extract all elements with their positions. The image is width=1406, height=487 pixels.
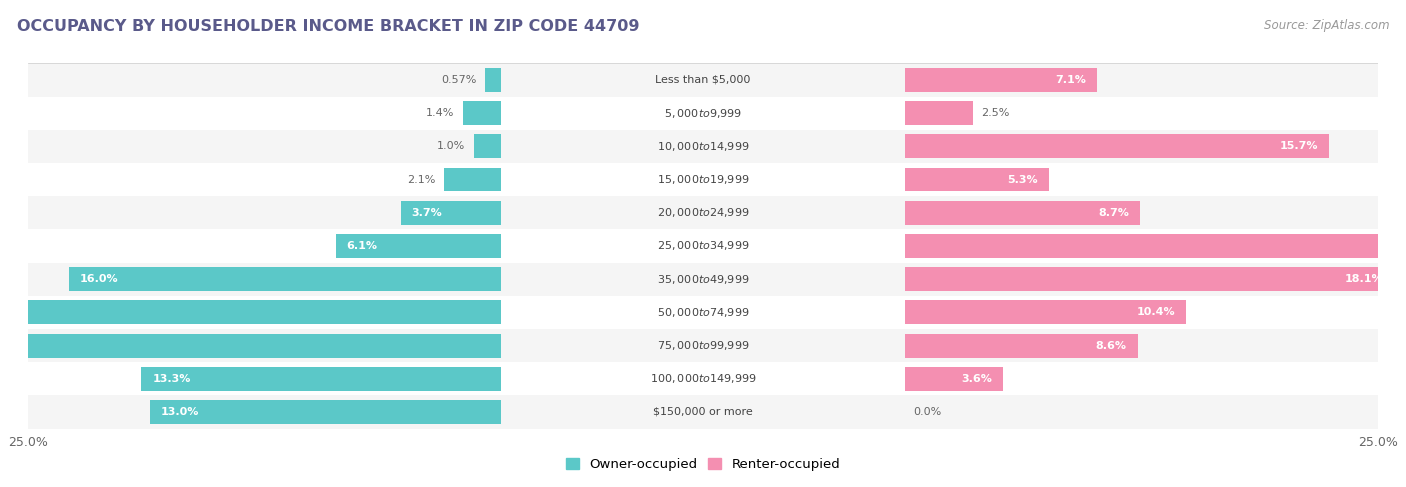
Bar (28, 296, 1378, 329)
Text: OCCUPANCY BY HOUSEHOLDER INCOME BRACKET IN ZIP CODE 44709: OCCUPANCY BY HOUSEHOLDER INCOME BRACKET … (17, 19, 640, 35)
Bar (28, 130, 1378, 163)
Bar (905, 101, 973, 125)
Bar (905, 168, 1049, 191)
Bar (28, 229, 1378, 262)
Text: $150,000 or more: $150,000 or more (654, 407, 752, 417)
Bar (28, 395, 1378, 429)
Text: Less than $5,000: Less than $5,000 (655, 75, 751, 85)
Bar (149, 400, 501, 424)
Text: 0.57%: 0.57% (441, 75, 477, 85)
Bar (28, 262, 1378, 296)
Bar (905, 267, 1395, 291)
Text: 5.3%: 5.3% (1007, 174, 1038, 185)
Bar (485, 68, 501, 92)
Text: $75,000 to $99,999: $75,000 to $99,999 (657, 339, 749, 352)
Text: 3.7%: 3.7% (412, 208, 443, 218)
Legend: Owner-occupied, Renter-occupied: Owner-occupied, Renter-occupied (560, 453, 846, 477)
Text: 18.1%: 18.1% (1344, 274, 1384, 284)
Bar (28, 96, 1378, 130)
Text: $20,000 to $24,999: $20,000 to $24,999 (657, 206, 749, 219)
Text: 2.1%: 2.1% (408, 174, 436, 185)
Bar (0, 334, 501, 357)
Text: 1.4%: 1.4% (426, 108, 454, 118)
Bar (401, 201, 501, 225)
Bar (0, 300, 501, 324)
Bar (905, 134, 1329, 158)
Bar (28, 329, 1378, 362)
Text: 16.0%: 16.0% (79, 274, 118, 284)
Text: 3.6%: 3.6% (960, 374, 991, 384)
Text: $5,000 to $9,999: $5,000 to $9,999 (664, 107, 742, 120)
Bar (444, 168, 501, 191)
Text: 0.0%: 0.0% (914, 407, 942, 417)
Text: 6.1%: 6.1% (347, 241, 378, 251)
Bar (142, 367, 501, 391)
Bar (905, 68, 1097, 92)
Bar (28, 362, 1378, 395)
Text: 20.1%: 20.1% (1399, 241, 1406, 251)
Text: 13.0%: 13.0% (160, 407, 198, 417)
Text: 10.4%: 10.4% (1137, 307, 1175, 318)
Bar (463, 101, 501, 125)
Text: $50,000 to $74,999: $50,000 to $74,999 (657, 306, 749, 319)
Bar (905, 300, 1187, 324)
Text: 2.5%: 2.5% (981, 108, 1010, 118)
Bar (905, 334, 1137, 357)
Text: $15,000 to $19,999: $15,000 to $19,999 (657, 173, 749, 186)
Text: 13.3%: 13.3% (152, 374, 191, 384)
Text: 1.0%: 1.0% (437, 141, 465, 151)
Text: $25,000 to $34,999: $25,000 to $34,999 (657, 240, 749, 252)
Bar (28, 63, 1378, 96)
Text: $35,000 to $49,999: $35,000 to $49,999 (657, 273, 749, 286)
Text: 8.6%: 8.6% (1095, 340, 1126, 351)
Bar (474, 134, 501, 158)
Text: 7.1%: 7.1% (1056, 75, 1087, 85)
Text: 8.7%: 8.7% (1098, 208, 1129, 218)
Bar (905, 367, 1002, 391)
Bar (905, 201, 1140, 225)
Text: Source: ZipAtlas.com: Source: ZipAtlas.com (1264, 19, 1389, 33)
Bar (905, 234, 1406, 258)
Text: 15.7%: 15.7% (1279, 141, 1319, 151)
Bar (28, 163, 1378, 196)
Bar (336, 234, 501, 258)
Bar (28, 196, 1378, 229)
Bar (69, 267, 501, 291)
Text: $100,000 to $149,999: $100,000 to $149,999 (650, 372, 756, 385)
Text: $10,000 to $14,999: $10,000 to $14,999 (657, 140, 749, 153)
